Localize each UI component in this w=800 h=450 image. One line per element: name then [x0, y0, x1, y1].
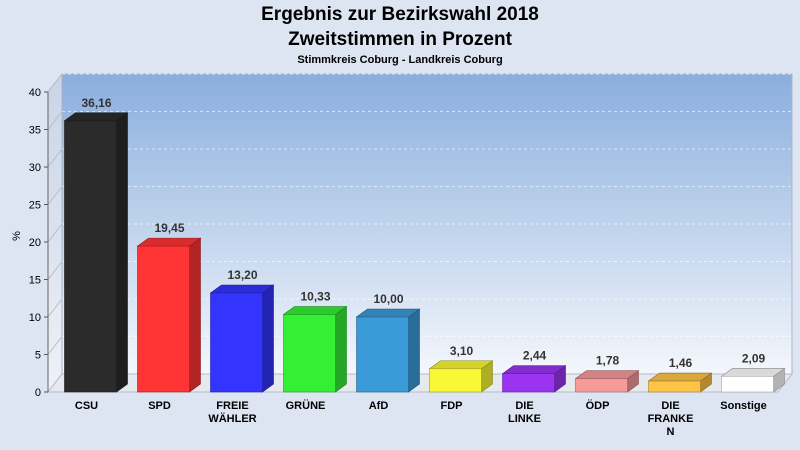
y-tick-label: 10	[29, 312, 41, 324]
data-label: 13,20	[227, 268, 257, 282]
y-tick-label: 20	[29, 237, 41, 249]
y-axis-label: %	[11, 231, 23, 241]
data-label: 10,00	[373, 292, 403, 306]
x-tick-label: AfD	[369, 400, 389, 412]
bar-top	[355, 308, 421, 318]
bar	[283, 314, 336, 393]
x-tick-label: WÄHLER	[208, 412, 256, 425]
data-label: 2,09	[742, 351, 766, 365]
bar	[502, 373, 555, 393]
data-label: 36,16	[81, 96, 111, 110]
bar-top	[501, 365, 567, 375]
x-tick-label: LINKE	[508, 413, 541, 425]
bar-top	[136, 237, 202, 247]
bar-top	[574, 370, 640, 379]
x-tick-label: DIE	[515, 400, 533, 412]
chart-subtitle-region: Stimmkreis Coburg - Landkreis Coburg	[297, 54, 503, 66]
bar	[210, 292, 263, 393]
data-label: 1,78	[596, 354, 620, 368]
gridline-side	[47, 261, 63, 280]
data-label: 1,46	[669, 356, 693, 370]
bar-side	[262, 284, 274, 393]
data-label: 10,33	[300, 290, 330, 304]
x-tick-label: GRÜNE	[286, 399, 326, 412]
y-tick-label: 0	[35, 387, 41, 399]
bar-top	[209, 284, 275, 294]
bar	[356, 316, 409, 393]
x-tick-label: FREIE	[216, 400, 248, 412]
x-tick-label: ÖDP	[586, 399, 610, 412]
data-label: 19,45	[154, 221, 184, 235]
bar-side	[189, 237, 201, 393]
chart-title: Ergebnis zur Bezirkswahl 2018	[261, 4, 539, 25]
gridline-side	[47, 73, 63, 93]
x-tick-label: N	[667, 426, 675, 438]
gridline-side	[47, 223, 63, 243]
y-tick-label: 15	[29, 275, 41, 287]
data-label: 2,44	[523, 349, 547, 363]
bar	[137, 245, 190, 393]
x-tick-label: FRANKE	[648, 413, 694, 425]
y-tick-label: 30	[29, 162, 41, 174]
chart-subtitle: Zweitstimmen in Prozent	[288, 29, 512, 50]
bar	[648, 380, 701, 393]
bar	[575, 378, 628, 393]
gridline-side	[47, 186, 63, 205]
bar-top	[647, 372, 713, 382]
bar-top	[282, 306, 348, 315]
y-tick-label: 35	[29, 125, 41, 137]
gridline-side	[47, 298, 63, 318]
bar-side	[408, 308, 420, 393]
bar-top	[720, 368, 786, 377]
x-tick-label: FDP	[441, 400, 463, 412]
y-tick-label: 40	[29, 87, 41, 99]
x-tick-label: Sonstige	[720, 400, 766, 412]
bar	[64, 120, 117, 393]
y-tick-label: 25	[29, 200, 41, 212]
bar-side	[116, 112, 128, 393]
gridline-side	[47, 111, 63, 130]
bar-top	[63, 112, 129, 122]
gridline-side	[47, 336, 63, 355]
x-tick-label: CSU	[75, 400, 98, 412]
bar	[721, 376, 774, 393]
x-tick-label: SPD	[148, 400, 171, 412]
data-label: 3,10	[450, 344, 474, 358]
bar-top	[428, 360, 494, 370]
gridline-side	[47, 148, 63, 168]
x-tick-label: DIE	[661, 400, 679, 412]
bar	[429, 368, 482, 393]
y-tick-label: 5	[35, 350, 41, 362]
bar-side	[335, 305, 347, 393]
